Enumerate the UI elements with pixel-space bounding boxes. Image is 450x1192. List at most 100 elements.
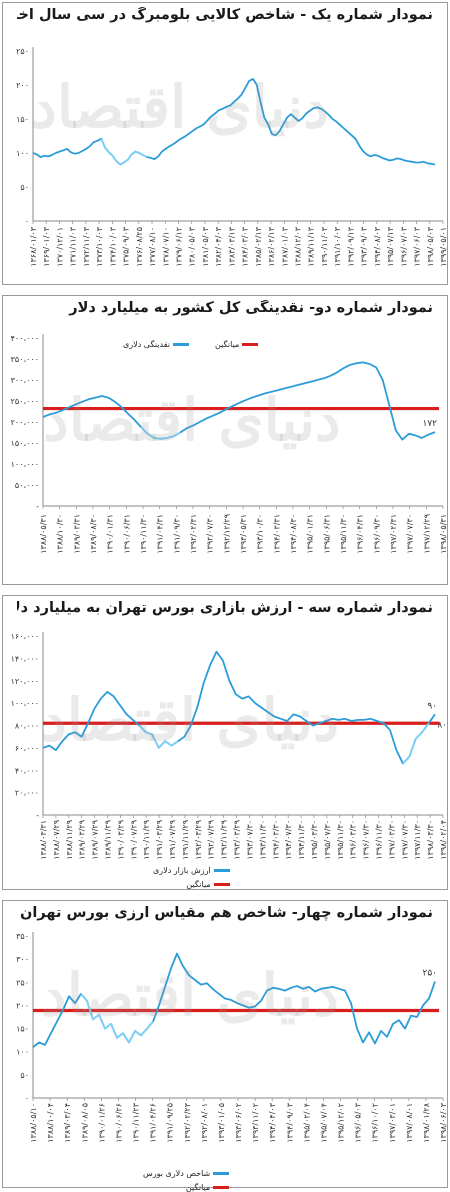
y-tick-label: ۳۰۰،۰۰۰ bbox=[11, 376, 39, 385]
y-tick-label: ۱۰۰ bbox=[16, 1048, 29, 1057]
legend-item-mean: میانگین bbox=[185, 1183, 230, 1192]
x-tick-label: ۱۳۹۴/۱۱/۳۰ bbox=[297, 820, 306, 860]
x-tick-label: ۱۳۸۰/۰۵/۰۳ bbox=[188, 226, 197, 266]
y-tick-label: ۲۵۰ bbox=[16, 47, 29, 56]
x-tick-label: ۱۳۹۶/۰۹/۳۰ bbox=[372, 514, 381, 554]
x-tick-label: ۱۳۷۴/۱۰/۰۳ bbox=[108, 226, 117, 266]
x-tick-label: ۱۳۸۸/۰۳/۳۱ bbox=[39, 820, 48, 860]
y-tick-label: ۱۵۰،۰۰۰ bbox=[11, 439, 39, 448]
x-tick-label: ۱۳۸۹/۰۸/۳۰ bbox=[89, 514, 98, 554]
y-tick-label: ۸۰،۰۰۰ bbox=[15, 722, 39, 731]
y-tick-label: ۵۰ bbox=[20, 1071, 29, 1080]
x-tick-label: ۱۳۹۴/۰۳/۳۱ bbox=[272, 514, 281, 554]
chart-legend-2: میانگین نقدینگی دلاری bbox=[123, 340, 259, 349]
x-tick-label: ۱۳۹۵/۰۷/۳۰ bbox=[323, 820, 332, 860]
x-tick-label: ۱۳۸۶/۰۲/۱۳ bbox=[267, 226, 276, 266]
x-tick-label: ۱۳۹۸/۰۱/۲۸ bbox=[422, 1102, 431, 1142]
x-tick-label: ۱۳۸۹/۰۳/۲۹ bbox=[78, 820, 87, 860]
x-tick-label: ۱۳۸۲/۰۴/۰۳ bbox=[214, 226, 223, 266]
x-tick-label: ۱۳۹۱/۰۳/۲۹ bbox=[155, 820, 164, 860]
x-tick-label: ۱۳۹۱/۱۱/۲۹ bbox=[181, 820, 190, 860]
x-tick-label: ۱۳۹۷/۱۲/۲۹ bbox=[422, 514, 431, 554]
legend-item-mean: میانگین bbox=[215, 340, 259, 349]
chart-legend-3: ارزش بازار دلاری میانگین bbox=[153, 866, 230, 889]
legend-swatch-mean bbox=[213, 1186, 230, 1189]
x-tick-label: ۱۳۹۲/۰۹/۱۳ bbox=[346, 226, 355, 266]
y-tick-label: ۱۶۰،۰۰۰ bbox=[11, 632, 39, 641]
legend-item-series: ارزش بازار دلاری bbox=[153, 866, 230, 875]
y-tick-label: ۵۰،۰۰۰ bbox=[15, 481, 39, 490]
x-tick-label: ۱۳۹۲/۰۷/۲۹ bbox=[207, 820, 216, 860]
series-line bbox=[42, 361, 436, 441]
x-tick-label: ۱۳۹۰/۰۷/۲۹ bbox=[129, 820, 138, 860]
x-tick-label: ۱۳۹۶/۰۷/۳۰ bbox=[362, 820, 371, 860]
x-tick-label: ۱۳۹۸/۰۵/۳۱ bbox=[439, 514, 448, 554]
x-tick-label: ۱۳۸۹/۰۳/۰۴ bbox=[63, 1103, 72, 1143]
legend-label-series: نقدینگی دلاری bbox=[123, 340, 170, 349]
y-tick-label: ۲۰،۰۰۰ bbox=[15, 789, 39, 798]
x-tick-label: ۱۳۹۰/۱۱/۲۳ bbox=[132, 1102, 141, 1142]
x-tick-label: ۱۳۹۳/۰۵/۳۱ bbox=[239, 514, 248, 554]
x-tick-label: ۱۳۹۰/۰۱/۳۱ bbox=[106, 514, 115, 554]
x-tick-label: ۱۳۸۹/۰۳/۳۱ bbox=[72, 514, 81, 554]
x-tick-label: ۱۳۸۷/۰۱/۰۳ bbox=[280, 226, 289, 266]
x-tick-label: ۱۳۹۷/۱۱/۳۰ bbox=[413, 820, 422, 860]
x-tick-label: ۱۳۹۴/۰۳/۳۰ bbox=[271, 820, 280, 860]
x-tick-label: ۱۳۹۵/۰۱/۳۱ bbox=[306, 514, 315, 554]
x-tick-label: ۱۳۹۳/۰۳/۲۹ bbox=[233, 820, 242, 860]
x-tick-label: ۱۳۷۰/۱۲/۰۱ bbox=[55, 227, 64, 267]
legend-label-mean: میانگین bbox=[185, 1183, 211, 1192]
x-tick-label: ۱۳۹۷/۰۶/۰۳ bbox=[413, 226, 422, 266]
x-tick-label: ۱۳۹۳/۱۱/۳۰ bbox=[258, 820, 267, 860]
legend-swatch-mean bbox=[242, 343, 259, 346]
x-tick-label: ۱۳۹۲/۰۳/۲۹ bbox=[194, 820, 203, 860]
x-tick-label: ۱۳۹۷/۰۲/۳۱ bbox=[389, 514, 398, 554]
series-line bbox=[32, 952, 436, 1048]
x-tick-label: ۱۳۹۶/۰۳/۳۰ bbox=[349, 820, 358, 860]
legend-swatch-mean bbox=[213, 883, 230, 886]
y-tick-label: - bbox=[36, 502, 39, 511]
y-tick-label: ۱۵۰ bbox=[16, 1025, 29, 1034]
y-tick-label: ۴۰۰،۰۰۰ bbox=[11, 334, 39, 343]
series-line bbox=[32, 78, 436, 166]
x-tick-label: ۱۳۹۴/۰۴/۰۳ bbox=[268, 1102, 277, 1142]
chart-panel-4: نمودار شماره چهار- شاخص هم مقیاس ارزی بو… bbox=[2, 900, 448, 1192]
y-tick-label: ۲۰۰ bbox=[16, 81, 29, 90]
x-tick-label: ۱۳۹۳/۰۱/۰۵ bbox=[217, 1103, 226, 1143]
x-tick-label: ۱۳۹۱/۰۷/۲۹ bbox=[168, 820, 177, 860]
x-tick-label: ۱۳۹۲/۰۲/۳۱ bbox=[189, 514, 198, 554]
mean-value-label: ۸۰ bbox=[437, 720, 447, 730]
x-tick-label: ۱۳۹۳/۰۶/۰۲ bbox=[234, 1103, 243, 1143]
legend-swatch-series bbox=[213, 1172, 230, 1175]
x-tick-label: ۱۳۹۰/۰۶/۳۱ bbox=[122, 514, 131, 554]
legend-label-series: ارزش بازار دلاری bbox=[153, 866, 211, 875]
x-tick-label: ۱۳۸۸/۰۵/۳۱ bbox=[39, 514, 48, 554]
end-value-label: ۱۷۲ bbox=[422, 419, 437, 429]
x-tick-label: ۱۳۸۸/۰۵/۱۰ bbox=[29, 1103, 38, 1143]
x-tick-label: ۱۳۹۰/۱۱/۰۳ bbox=[320, 226, 329, 266]
x-tick-label: ۱۳۹۰/۱۱/۳۰ bbox=[139, 514, 148, 554]
y-tick-label: ۲۰۰ bbox=[16, 1001, 29, 1010]
y-tick-label: ۱۵۰ bbox=[16, 115, 29, 124]
x-tick-label: ۱۳۹۰/۰۱/۲۶ bbox=[97, 1103, 106, 1143]
x-tick-label: ۱۳۹۰/۰۶/۲۶ bbox=[114, 1103, 123, 1143]
x-tick-label: ۱۳۹۱/۰۴/۳۱ bbox=[156, 514, 165, 554]
x-tick-label: ۱۳۷۷/۰۸/۱۰ bbox=[148, 227, 157, 267]
x-tick-label: ۱۳۹۴/۰۸/۰۳ bbox=[373, 226, 382, 266]
y-tick-label: ۱۰۰ bbox=[16, 149, 29, 158]
chart-svg-1: ۰ ۵۰ ۱۰۰ ۱۵۰ ۲۰۰ ۲۵۰ ۱۳۶۸/۰۱/۰۳ ۱۳۶۹/۰۱/۰۳ ۱۳۷۰/… bbox=[16, 47, 448, 267]
legend-label-mean: میانگین bbox=[215, 340, 240, 349]
series-line-light-segment bbox=[140, 426, 181, 440]
legend-swatch-series bbox=[173, 343, 189, 346]
x-tick-label: ۱۳۹۷/۰۳/۳۰ bbox=[387, 820, 396, 860]
x-tick-label: ۱۳۹۵/۰۲/۰۴ bbox=[302, 1103, 311, 1143]
legend-item-series: شاخص دلاری بورس bbox=[143, 1169, 230, 1178]
x-tick-label: ۱۳۸۸/۱۱/۲۹ bbox=[65, 820, 74, 860]
x-tick-label: ۱۳۸۹/۱۱/۲۹ bbox=[104, 820, 113, 860]
end-value-label: ۹۰ bbox=[427, 701, 437, 711]
chart-legend-4: شاخص دلاری بورس میانگین bbox=[143, 1169, 230, 1192]
x-tick-label: ۱۳۹۵/۰۷/۰۴ bbox=[319, 1103, 328, 1143]
x-tick-label: ۱۳۸۸/۰۷/۲۹ bbox=[52, 820, 61, 860]
x-tick-label: ۱۳۹۲/۰۲/۲۳ bbox=[183, 1102, 192, 1142]
x-tick-label: ۱۳۹۳/۰۷/۳۰ bbox=[245, 820, 254, 860]
